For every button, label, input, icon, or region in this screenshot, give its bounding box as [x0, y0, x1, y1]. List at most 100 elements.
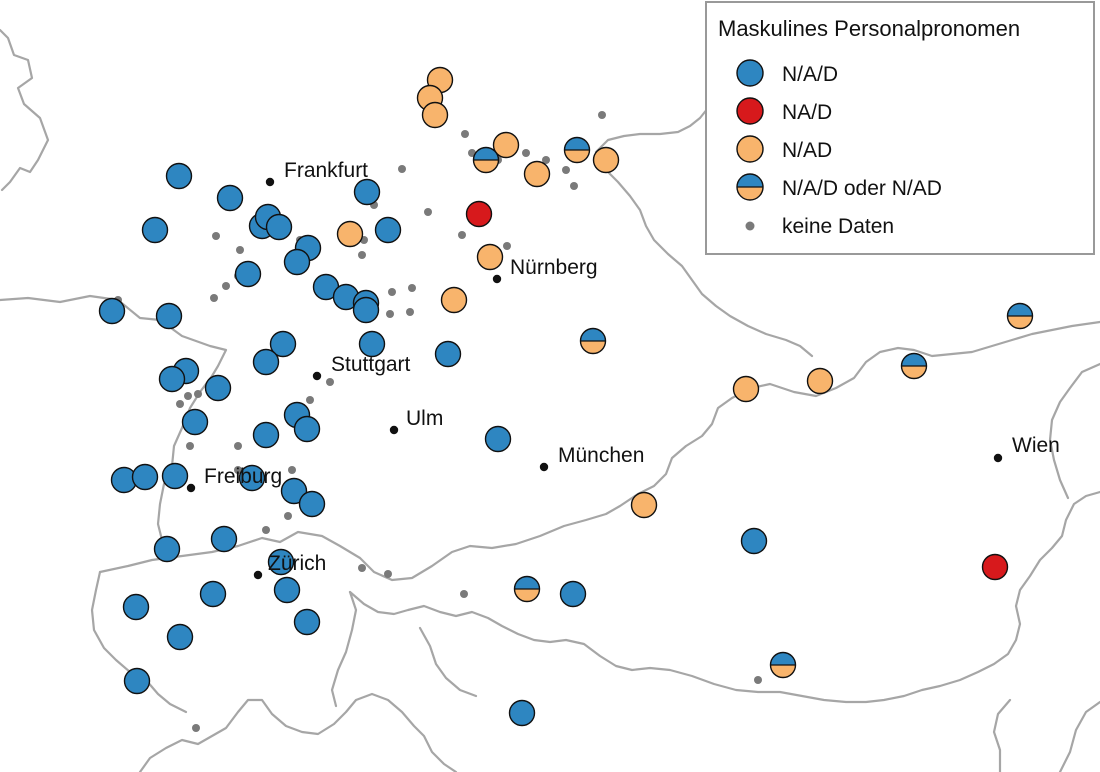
legend-symbol-half-circle: [736, 173, 764, 201]
site-marker-n-ad: [440, 286, 468, 314]
site-marker-nad-separate: [122, 593, 150, 621]
site-marker-mixed: [900, 352, 928, 380]
legend-symbol-red-circle: [736, 97, 764, 125]
city-label-stuttgart: Stuttgart: [331, 353, 411, 376]
site-marker-nad-separate: [199, 580, 227, 608]
city-dot-frankfurt: [265, 177, 275, 187]
site-marker-nad-separate: [434, 340, 462, 368]
border-slovenia: [992, 698, 1012, 772]
no-data-point: [262, 526, 270, 534]
site-marker-mixed: [1006, 302, 1034, 330]
border-austria-south: [348, 490, 1100, 704]
site-marker-mixed: [513, 575, 541, 603]
no-data-point: [562, 166, 570, 174]
site-marker-nad-separate: [484, 425, 512, 453]
no-data-point: [284, 512, 292, 520]
site-marker-nad-separate: [740, 527, 768, 555]
city-label-nuernberg: Nürnberg: [510, 256, 598, 279]
site-marker-nad-separate: [559, 580, 587, 608]
city-label-zuerich: Zürich: [268, 552, 326, 575]
no-data-point: [212, 232, 220, 240]
site-marker-nad-separate: [234, 260, 262, 288]
border-swiss-west: [90, 570, 188, 714]
site-marker-nad-separate: [293, 608, 321, 636]
border-east-vienna: [1048, 362, 1100, 500]
city-dot-muenchen: [539, 462, 549, 472]
site-marker-nad-separate: [353, 178, 381, 206]
no-data-point: [236, 246, 244, 254]
site-marker-mixed: [563, 136, 591, 164]
city-dot-zuerich: [253, 570, 263, 580]
city-dot-nuernberg: [492, 274, 502, 284]
no-data-point: [306, 396, 314, 404]
site-marker-nad-separate: [153, 535, 181, 563]
site-marker-nad-separate: [155, 302, 183, 330]
city-dot-ulm: [389, 425, 399, 435]
border-rhine-west: [0, 294, 228, 554]
border-swiss-south: [138, 692, 458, 772]
site-marker-mixed: [472, 146, 500, 174]
site-marker-n-ad: [336, 220, 364, 248]
border-tyrol-inner: [418, 626, 478, 698]
city-label-wien: Wien: [1012, 434, 1060, 457]
no-data-point: [424, 208, 432, 216]
no-data-point: [458, 231, 466, 239]
site-marker-nad-separate: [265, 213, 293, 241]
no-data-point: [326, 378, 334, 386]
legend-title: Maskulines Personalpronomen: [718, 16, 1020, 41]
no-data-point: [194, 390, 202, 398]
no-data-point: [192, 724, 200, 732]
city-label-freiburg: Freiburg: [204, 465, 282, 488]
site-marker-n-ad: [476, 243, 504, 271]
legend-label-na-d: NA/D: [782, 101, 832, 124]
country-and-state-borders: [0, 28, 1100, 772]
border-swiss-liechtenstein: [330, 590, 358, 708]
legend-symbol-orange-circle: [736, 135, 764, 163]
legend-symbol-blue-circle: [736, 59, 764, 87]
site-marker-mixed: [579, 327, 607, 355]
site-marker-nad-separate: [293, 415, 321, 443]
site-marker-nad-separate: [283, 248, 311, 276]
site-marker-n-ad: [492, 131, 520, 159]
border-west-top: [0, 28, 50, 192]
site-marker-nad-separate: [210, 525, 238, 553]
site-marker-nad-separate: [252, 348, 280, 376]
no-data-point: [388, 288, 396, 296]
border-bohemian-forest: [594, 150, 814, 358]
no-data-point: [542, 156, 550, 164]
city-label-ulm: Ulm: [406, 407, 443, 430]
site-marker-nad-separate: [352, 296, 380, 324]
site-marker-nad-separate: [161, 462, 189, 490]
site-marker-nad-separate: [508, 699, 536, 727]
city-label-frankfurt: Frankfurt: [284, 159, 368, 182]
site-marker-na-d: [465, 200, 493, 228]
city-label-muenchen: München: [558, 444, 644, 467]
city-dot-freiburg: [186, 483, 196, 493]
no-data-point: [398, 165, 406, 173]
site-marker-nad-separate: [165, 162, 193, 190]
site-marker-nad-separate: [280, 477, 308, 505]
border-swiss-north: [98, 320, 1100, 582]
no-data-point: [384, 570, 392, 578]
site-marker-nad-separate: [269, 330, 297, 358]
legend-label-mixed: N/A/D oder N/AD: [782, 177, 942, 200]
site-marker-nad-separate: [181, 408, 209, 436]
site-marker-n-ad: [630, 491, 658, 519]
legend-symbol-grey-dot: [745, 221, 755, 231]
site-marker-nad-separate: [374, 216, 402, 244]
survey-sites: [98, 66, 1034, 727]
legend-label-n-ad: N/AD: [782, 139, 832, 162]
site-marker-nad-separate: [273, 576, 301, 604]
site-marker-n-ad: [592, 146, 620, 174]
site-marker-n-ad: [523, 160, 551, 188]
site-marker-nad-separate: [267, 548, 295, 576]
site-marker-nad-separate: [131, 463, 159, 491]
no-data-point: [288, 466, 296, 474]
site-marker-nad-separate: [358, 330, 386, 358]
no-data-point: [234, 466, 242, 474]
legend-label-no-data: keine Daten: [782, 215, 894, 238]
no-data-point: [358, 251, 366, 259]
site-marker-nad-separate: [298, 490, 326, 518]
site-marker-nad-separate: [204, 374, 232, 402]
no-data-point: [222, 282, 230, 290]
